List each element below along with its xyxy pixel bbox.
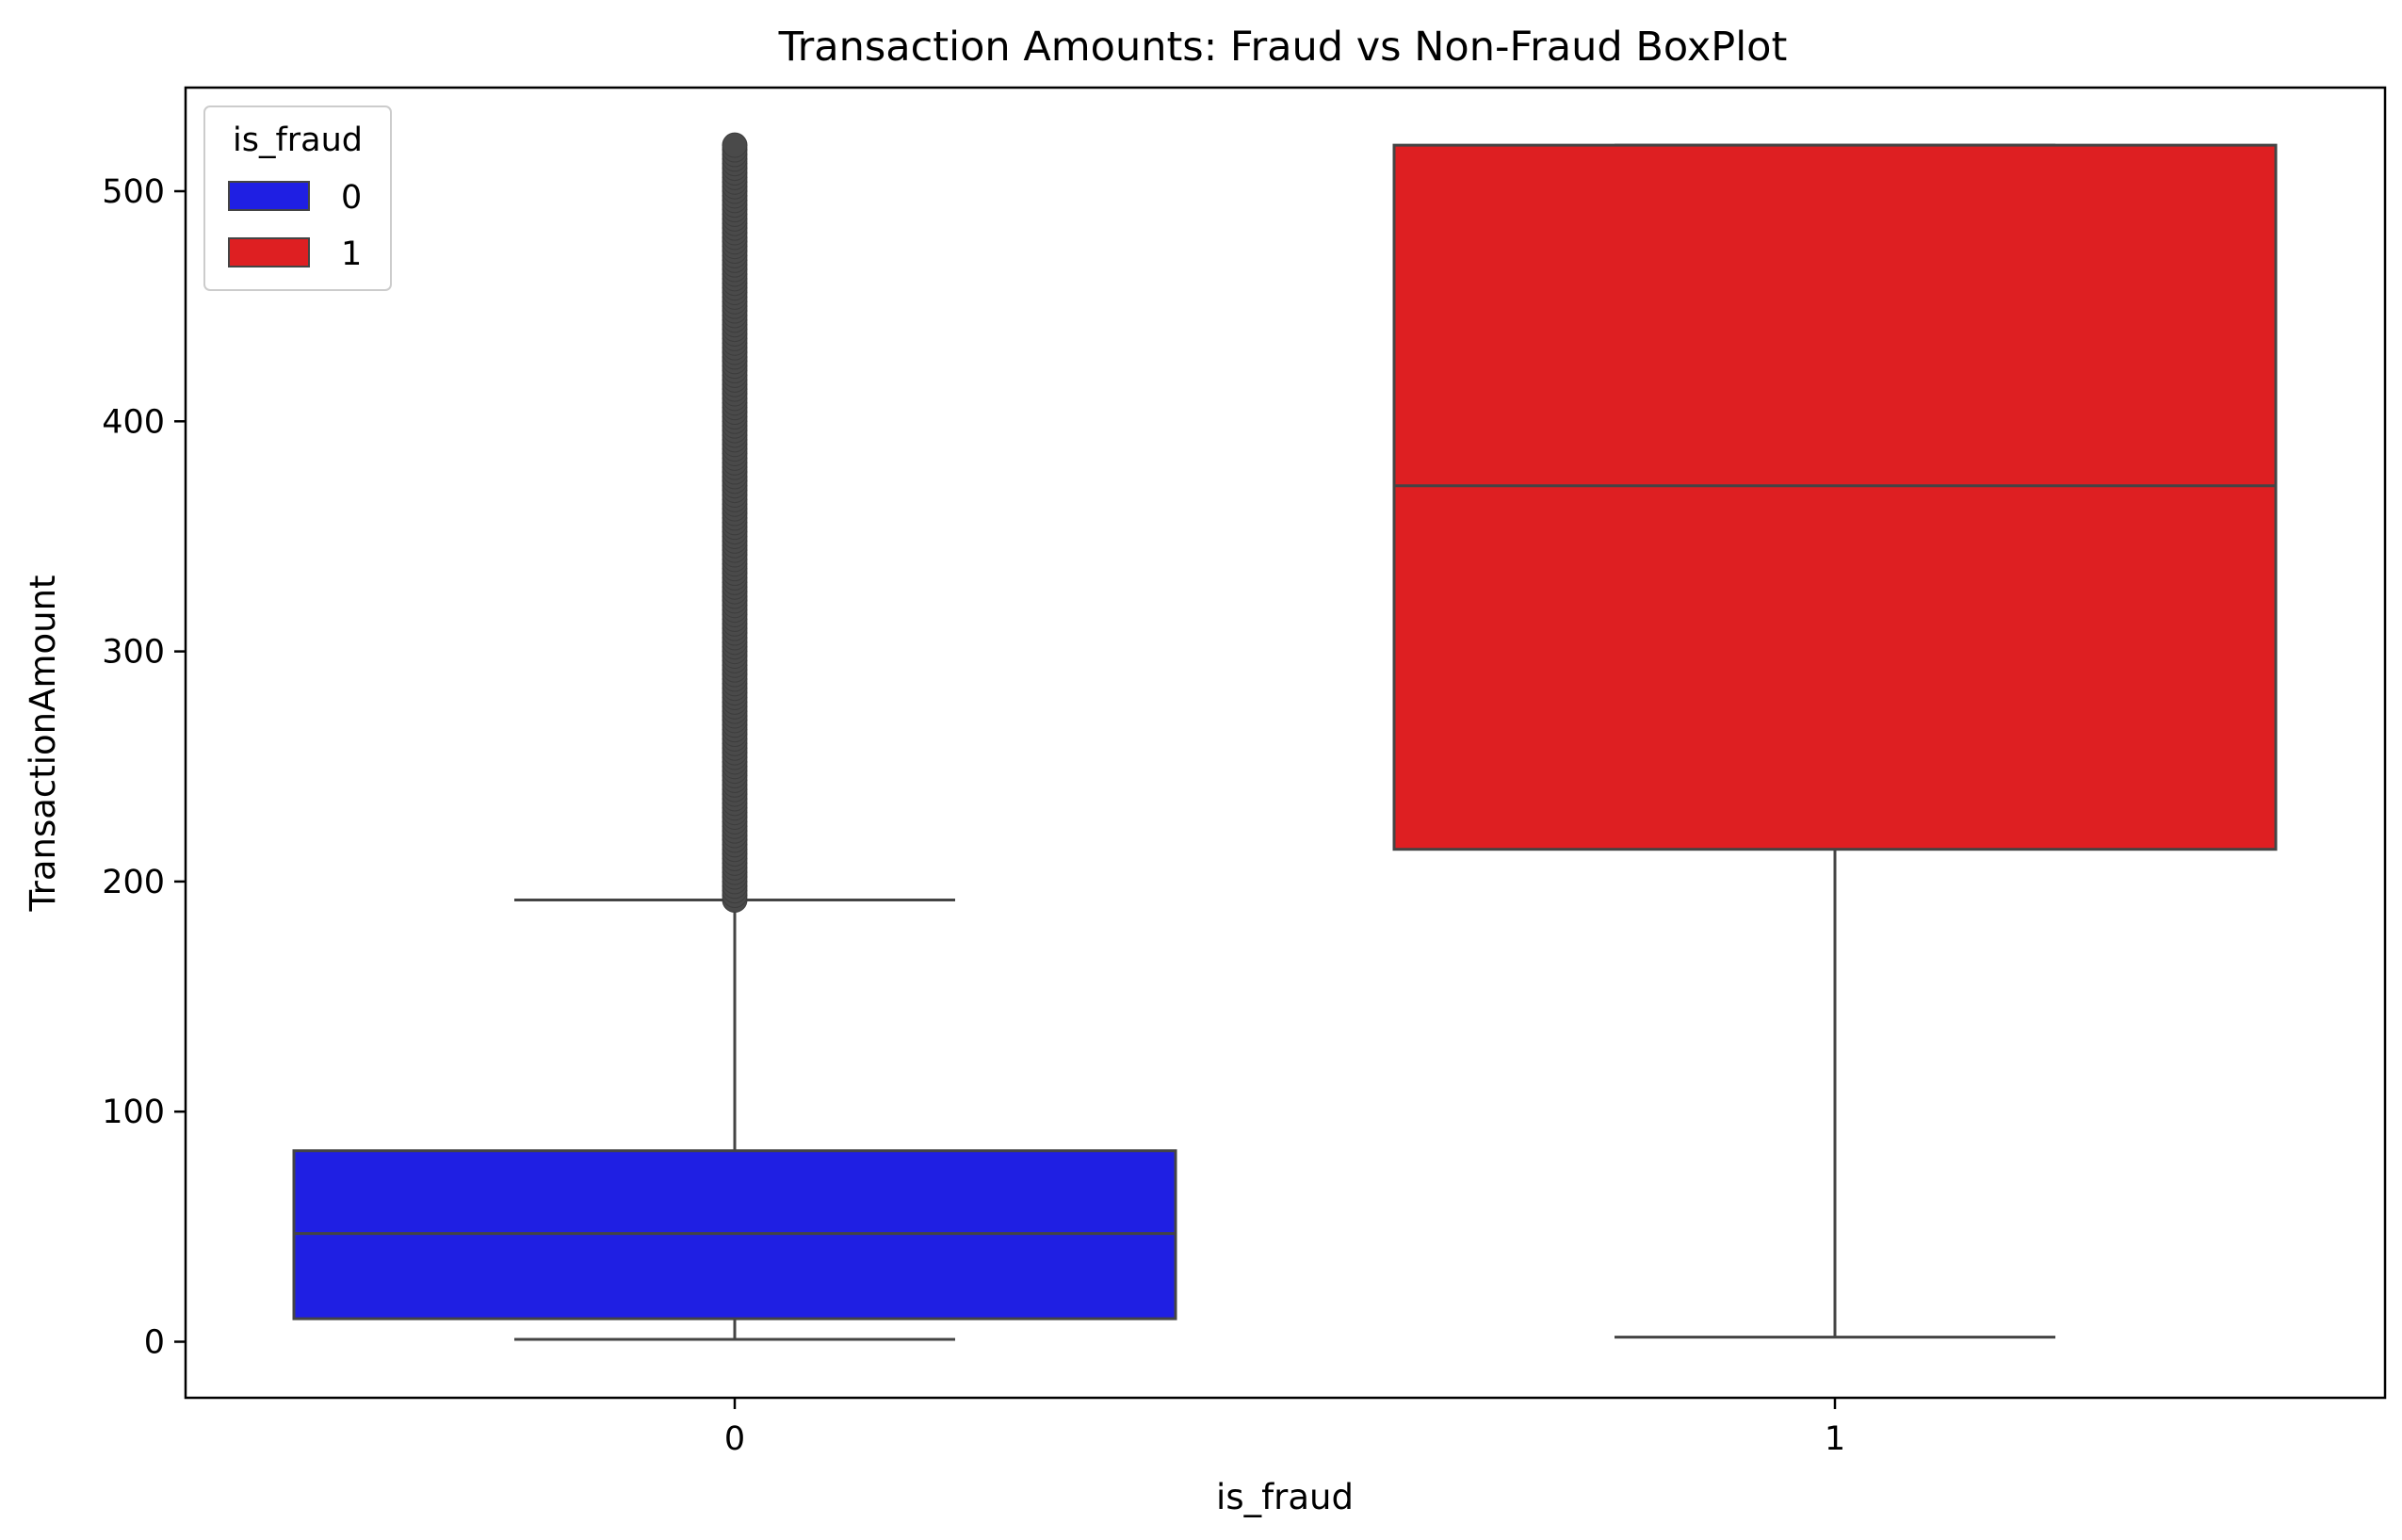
x-tick-label: 1 — [1825, 1420, 1845, 1458]
y-tick-label: 400 — [102, 403, 165, 441]
y-tick-label: 500 — [102, 173, 165, 211]
legend-label-0: 0 — [341, 179, 362, 217]
plot-frame — [184, 86, 2387, 1400]
y-tick-label: 100 — [102, 1094, 165, 1131]
legend-label-1: 1 — [341, 235, 362, 273]
y-tick-label: 200 — [102, 864, 165, 901]
legend-title: is_fraud — [233, 122, 363, 159]
legend-swatch-0 — [228, 181, 310, 211]
plot-area — [292, 132, 2278, 1341]
outliers-0 — [722, 132, 748, 913]
y-axis: 0 100 200 300 400 500 — [102, 173, 186, 1362]
y-tick-label: 0 — [144, 1324, 165, 1362]
box-group-1 — [1392, 143, 2278, 1339]
chart-title: Transaction Amounts: Fraud vs Non-Fraud … — [778, 24, 1788, 71]
y-axis-title: TransactionAmount — [23, 575, 63, 912]
legend: is_fraud 0 1 — [203, 105, 392, 291]
box-group-0 — [292, 132, 1177, 1341]
x-axis-title: is_fraud — [1216, 1477, 1354, 1517]
legend-swatch-1 — [228, 237, 310, 267]
x-tick-label: 0 — [724, 1420, 745, 1458]
y-tick-label: 300 — [102, 634, 165, 672]
box-1 — [1392, 143, 2278, 851]
outlier-point — [722, 132, 748, 158]
